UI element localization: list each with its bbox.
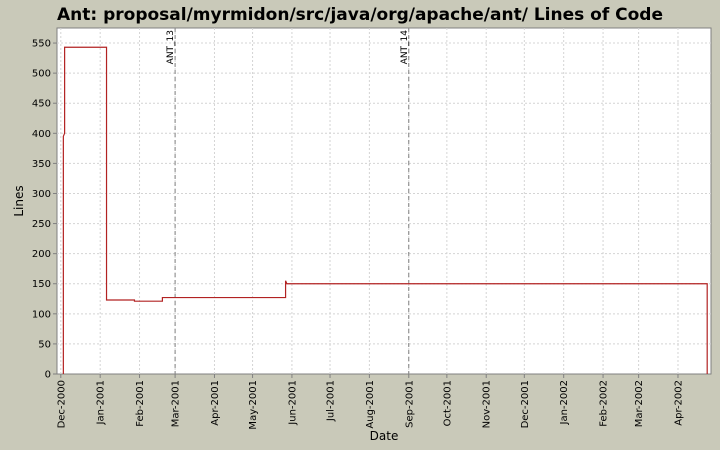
x-tick-label: Jul-2001 (326, 380, 337, 422)
plot-area (56, 27, 712, 375)
x-tick-label: Apr-2001 (210, 380, 221, 426)
marker-label: ANT_14 (400, 30, 410, 65)
y-tick-label: 500 (32, 69, 51, 80)
y-axis: 0 50 100 150 200 250 300 350 400 450 500 550 (32, 39, 57, 381)
y-tick-label: 300 (32, 189, 51, 200)
x-tick-label: Feb-2002 (599, 380, 610, 427)
x-tick-label: May-2001 (248, 380, 259, 430)
x-tick-label: Oct-2001 (442, 380, 453, 426)
marker-label: ANT_13 (166, 30, 176, 64)
y-tick-label: 250 (32, 219, 51, 230)
x-tick-label: Dec-2000 (56, 380, 67, 428)
y-tick-label: 200 (32, 249, 51, 260)
y-tick-label: 50 (38, 339, 51, 350)
chart-title: Ant: proposal/myrmidon/src/java/org/apac… (57, 5, 663, 25)
y-tick-label: 400 (32, 129, 51, 140)
y-tick-label: 450 (32, 99, 51, 110)
x-axis: Dec-2000 Jan-2001 Feb-2001 Mar-2001 Apr-2001… (56, 374, 684, 430)
x-tick-label: Feb-2001 (135, 380, 146, 427)
x-tick-label: Sep-2001 (404, 380, 415, 428)
y-axis-label: Lines (12, 185, 26, 216)
x-tick-label: Mar-2001 (171, 380, 182, 427)
x-tick-label: Jan-2002 (559, 380, 570, 425)
x-tick-label: Aug-2001 (365, 380, 376, 429)
y-tick-label: 550 (32, 39, 51, 50)
y-tick-label: 150 (32, 279, 51, 290)
release-markers: ANT_13 ANT_14 (166, 28, 410, 374)
x-tick-label: Jun-2001 (287, 380, 298, 426)
x-axis-label: Date (370, 429, 399, 443)
y-tick-label: 350 (32, 159, 51, 170)
x-tick-label: Mar-2002 (634, 380, 645, 427)
series-group (62, 46, 708, 374)
y-tick-label: 100 (32, 309, 51, 320)
series-line (62, 46, 708, 374)
x-tick-label: Apr-2002 (673, 380, 684, 426)
x-tick-label: Nov-2001 (482, 380, 493, 428)
x-tick-label: Jan-2001 (96, 380, 107, 425)
x-tick-label: Dec-2001 (520, 380, 531, 428)
y-tick-label: 0 (45, 370, 51, 381)
